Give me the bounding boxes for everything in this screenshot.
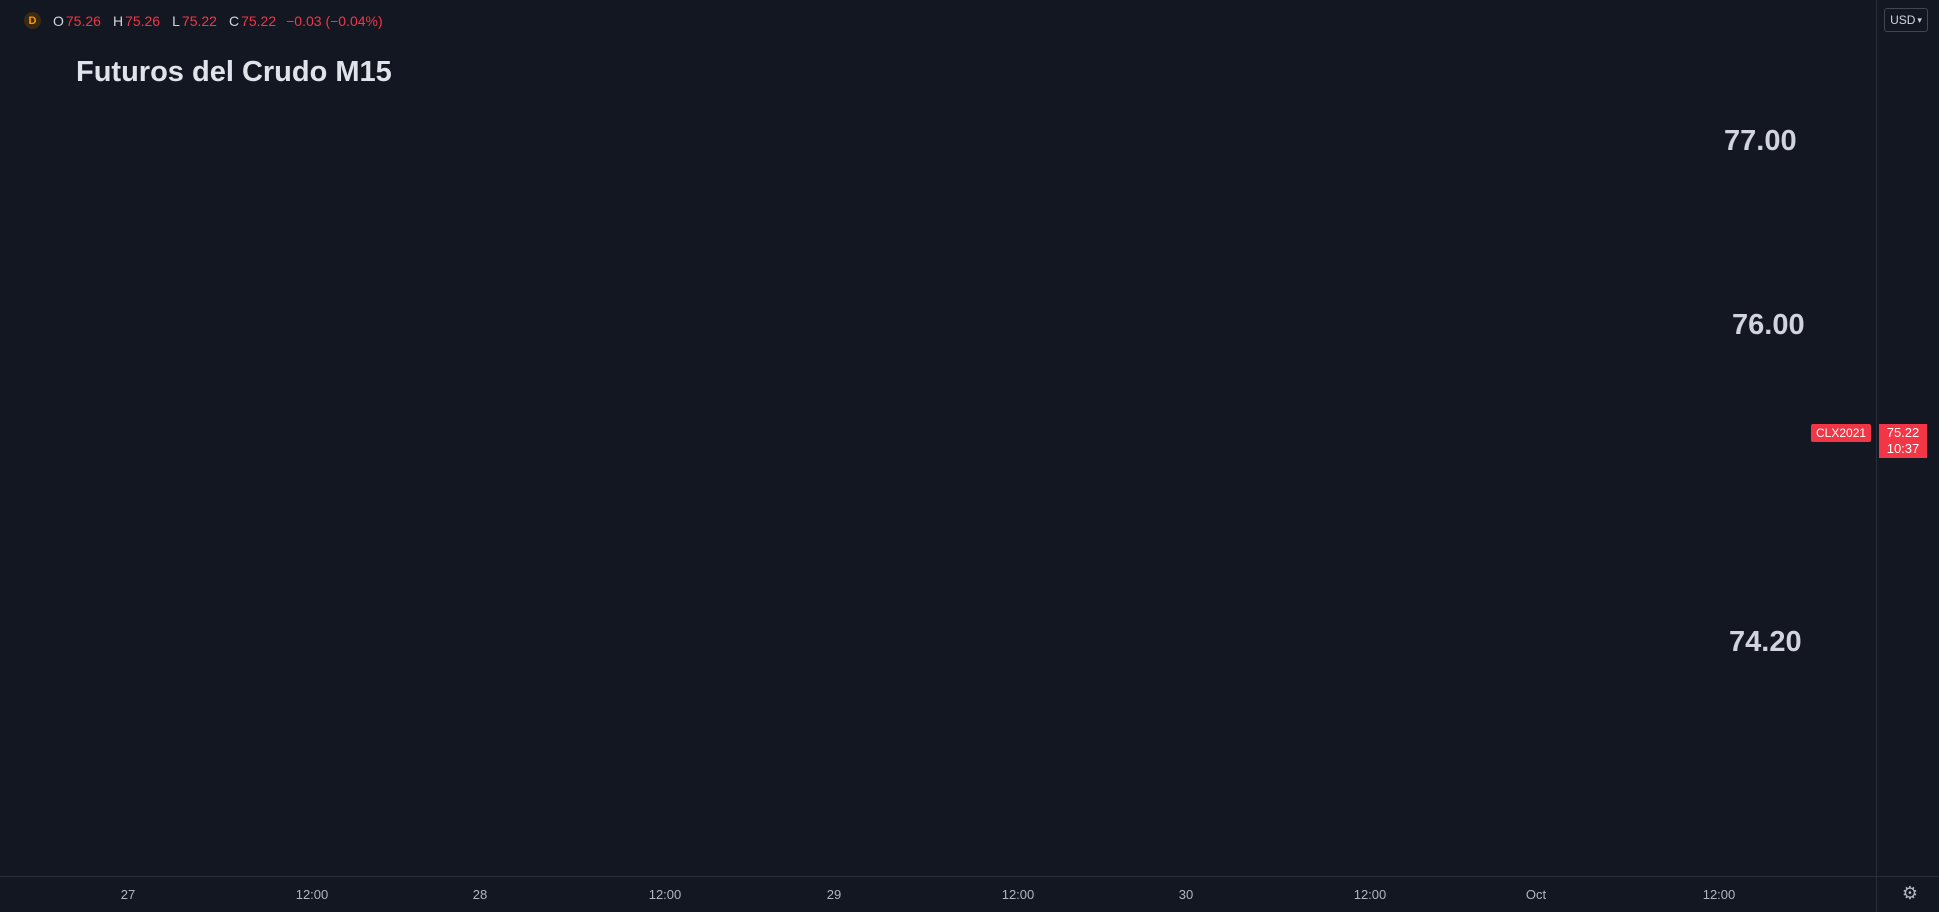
open-label: O: [53, 12, 64, 29]
low-label: L: [172, 12, 180, 29]
high-value: 75.26: [125, 12, 161, 29]
time-tick-label: 12:00: [296, 887, 329, 902]
symbol-logo-icon: D: [24, 12, 41, 29]
last-price-badge: 75.22 10:37: [1879, 424, 1927, 458]
time-tick-label: Oct: [1526, 887, 1547, 902]
close-value: 75.22: [241, 12, 277, 29]
ohlc-legend: D O 75.26 H 75.26 L 75.22 C 75.22 −0.03 (−0.…: [24, 12, 383, 29]
change-value: −0.03 (−0.04%): [286, 12, 383, 29]
level-label-77: 77.00: [1724, 125, 1797, 157]
time-tick-label: 30: [1179, 887, 1193, 902]
time-tick-label: 12:00: [1703, 887, 1736, 902]
time-tick-label: 29: [827, 887, 841, 902]
chart-title: Futuros del Crudo M15: [76, 56, 392, 88]
level-label-7420: 74.20: [1729, 626, 1802, 658]
open-value: 75.26: [65, 12, 101, 29]
time-axis: 27 12:00 28 12:00 29 12:00 30 12:00 Oct 12:00: [121, 887, 1736, 902]
symbol-badge: CLX2021: [1811, 424, 1872, 442]
currency-dropdown[interactable]: USD ▾: [1884, 8, 1928, 32]
low-value: 75.22: [181, 12, 217, 29]
time-tick-label: 28: [473, 887, 487, 902]
time-tick-label: 27: [121, 887, 135, 902]
gear-icon[interactable]: ⚙: [1901, 882, 1919, 903]
time-tick-label: 12:00: [649, 887, 682, 902]
time-tick-label: 12:00: [1002, 887, 1035, 902]
high-label: H: [112, 12, 124, 29]
last-price-value: 75.22: [1886, 425, 1920, 440]
chevron-down-icon: ▾: [1917, 14, 1922, 25]
currency-label: USD: [1890, 13, 1916, 27]
time-tick-label: 12:00: [1354, 887, 1387, 902]
level-label-76: 76.00: [1732, 309, 1805, 341]
countdown-value: 10:37: [1886, 441, 1920, 456]
close-label: C: [228, 12, 240, 29]
